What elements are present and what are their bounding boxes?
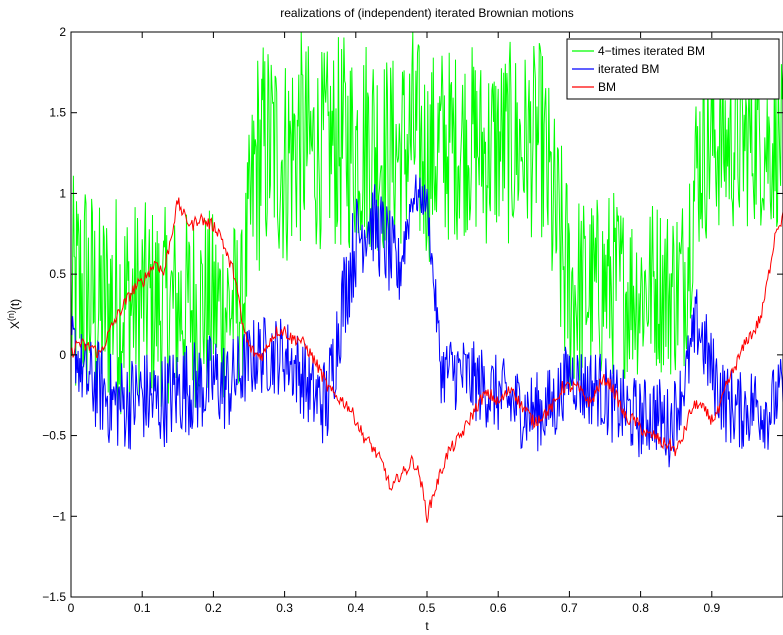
series-line bbox=[71, 174, 783, 468]
x-tick-label: 0.3 bbox=[276, 601, 293, 615]
x-tick-label: 0.4 bbox=[347, 601, 364, 615]
x-tick-label: 0.8 bbox=[632, 601, 649, 615]
x-axis-label: t bbox=[425, 619, 429, 633]
x-tick-label: 0 bbox=[68, 601, 75, 615]
y-axis-label-main: X bbox=[8, 321, 22, 329]
legend-label-iterated-bm: iterated BM bbox=[598, 62, 659, 76]
chart-title: realizations of (independent) iterated B… bbox=[280, 6, 574, 20]
x-tick-label: 0.7 bbox=[561, 601, 578, 615]
y-tick-label: 2 bbox=[59, 25, 66, 39]
y-tick-label: 0.5 bbox=[49, 267, 66, 281]
x-tick-label: 0.9 bbox=[703, 601, 720, 615]
y-axis-label-suffix: (t) bbox=[8, 299, 22, 310]
plot-lines bbox=[71, 32, 783, 523]
x-axis-ticks: 0 0.1 0.2 0.3 0.4 0.5 0.6 0.7 0.8 0.9 bbox=[68, 32, 720, 615]
legend: 4−times iterated BM iterated BM BM bbox=[566, 38, 780, 100]
x-tick-label: 0.2 bbox=[205, 601, 222, 615]
y-tick-label: 1.5 bbox=[49, 106, 66, 120]
legend-label-4-times-iterated-bm: 4−times iterated BM bbox=[598, 44, 705, 58]
y-tick-label: −0.5 bbox=[42, 429, 66, 443]
legend-label-bm: BM bbox=[598, 80, 616, 94]
y-tick-label: 1 bbox=[59, 186, 66, 200]
legend-box bbox=[566, 38, 780, 100]
y-axis-label: X(n)(t) bbox=[6, 299, 22, 329]
x-tick-label: 0.1 bbox=[134, 601, 151, 615]
y-axis-ticks: −1.5 −1 −0.5 0 0.5 1 1.5 2 bbox=[42, 25, 783, 604]
series-line bbox=[71, 197, 783, 523]
x-tick-label: 0.5 bbox=[419, 601, 436, 615]
y-axis-label-superscript: (n) bbox=[6, 310, 16, 321]
series-line bbox=[71, 32, 783, 415]
y-tick-label: −1.5 bbox=[42, 590, 66, 604]
y-tick-label: −1 bbox=[52, 509, 66, 523]
x-tick-label: 0.6 bbox=[490, 601, 507, 615]
y-tick-label: 0 bbox=[59, 348, 66, 362]
